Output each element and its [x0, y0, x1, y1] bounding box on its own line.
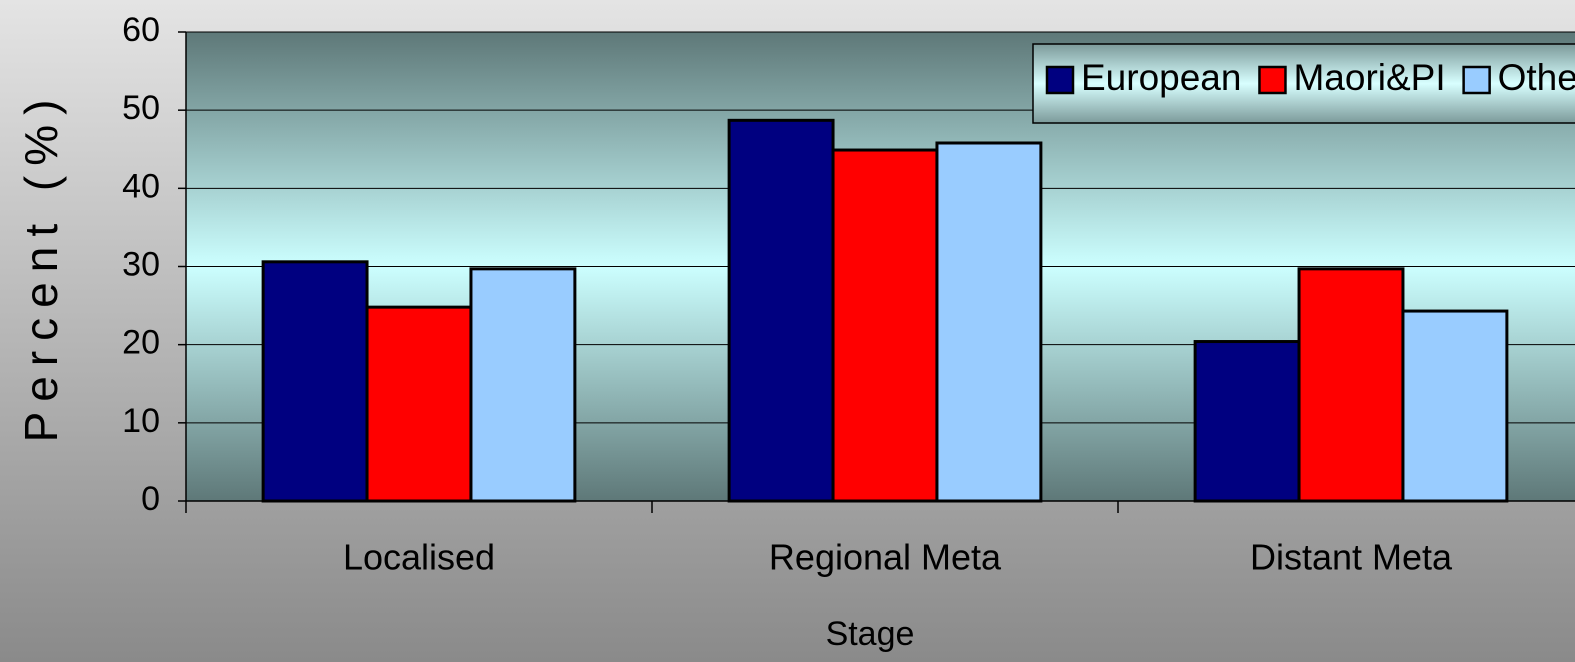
y-tick-label: 20	[122, 324, 160, 362]
bar	[365, 305, 473, 503]
legend-label: Maori&PI	[1293, 57, 1445, 98]
y-tick-label: 60	[122, 11, 160, 49]
bar	[261, 260, 369, 503]
y-tick-label: 30	[122, 245, 160, 283]
x-axis-label: Stage	[826, 615, 915, 653]
bar	[1401, 309, 1509, 503]
legend-label: Other	[1498, 57, 1575, 98]
y-tick-label: 50	[122, 89, 160, 127]
legend-swatch	[1258, 65, 1287, 95]
bar	[831, 148, 939, 503]
bar	[935, 141, 1043, 503]
legend: European Maori&PI Other	[1032, 43, 1575, 124]
legend-swatch	[1462, 65, 1491, 95]
y-tick-label: 0	[141, 480, 160, 518]
legend-swatch	[1045, 65, 1075, 95]
bar	[1193, 340, 1301, 503]
y-tick-label: 10	[122, 402, 160, 440]
y-tick-label: 40	[122, 167, 160, 205]
legend-label: European	[1081, 57, 1241, 98]
bar	[727, 118, 835, 503]
x-tick-label: Regional Meta	[769, 537, 1002, 578]
y-axis-label: Percent (%)	[15, 90, 67, 443]
bar	[469, 267, 577, 503]
x-tick-label: Localised	[343, 537, 495, 578]
bar	[1297, 267, 1405, 503]
x-tick-label: Distant Meta	[1250, 537, 1453, 578]
